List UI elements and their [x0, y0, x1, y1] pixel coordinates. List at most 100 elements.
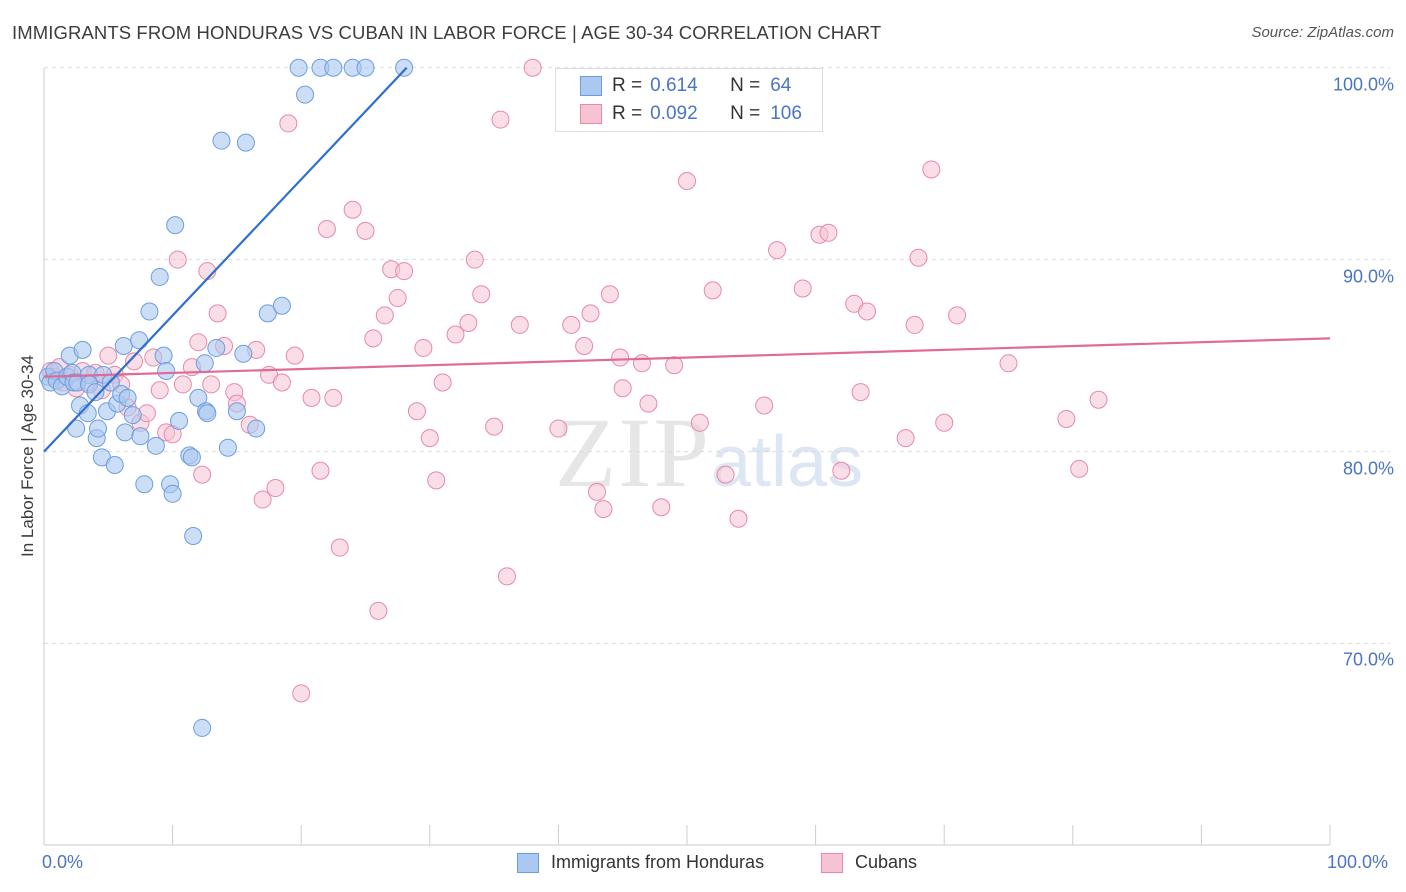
cubans-point-102 — [1057, 409, 1076, 428]
cubans-point-98 — [922, 160, 941, 179]
bottom-legend-swatch-blue — [517, 852, 539, 873]
cubans-point-91 — [832, 461, 851, 480]
cubans-point-73 — [594, 500, 613, 519]
honduras-point-46 — [193, 718, 212, 737]
cubans-point-66 — [510, 315, 529, 334]
legend-r-label: R = — [612, 103, 643, 124]
honduras-point-58 — [272, 296, 291, 315]
cubans-point-57 — [427, 471, 446, 490]
source-label: Source: ZipAtlas.com — [1251, 24, 1394, 41]
cubans-point-96 — [905, 315, 924, 334]
stats-legend: R = 0.614 N = 64 R = 0.092 N = 106 — [555, 68, 823, 132]
honduras-point-45 — [189, 388, 208, 407]
cubans-point-56 — [420, 429, 439, 448]
cubans-point-65 — [497, 567, 516, 586]
chart-title: IMMIGRANTS FROM HONDURAS VS CUBAN IN LAB… — [12, 22, 882, 43]
cubans-point-84 — [716, 465, 735, 484]
honduras-point-52 — [218, 438, 237, 457]
x-tick-label-min: 0.0% — [42, 852, 84, 872]
series-cubans — [41, 58, 1108, 703]
honduras-point-55 — [236, 133, 255, 152]
cubans-point-93 — [851, 383, 870, 402]
honduras-point-34 — [146, 436, 165, 455]
legend-r-label: R = — [612, 75, 643, 96]
legend-row-honduras: R = 0.614 N = 64 — [580, 74, 791, 98]
cubans-point-37 — [272, 373, 291, 392]
legend-swatch-blue — [580, 76, 602, 96]
honduras-point-29 — [123, 406, 142, 425]
honduras-point-60 — [296, 85, 315, 104]
cubans-point-82 — [690, 413, 709, 432]
cubans-point-104 — [1089, 390, 1108, 409]
cubans-point-86 — [755, 396, 774, 415]
cubans-point-77 — [632, 354, 651, 373]
bottom-legend-cubans[interactable]: Cubans — [821, 852, 917, 873]
cubans-point-27 — [202, 375, 221, 394]
cubans-point-59 — [446, 325, 465, 344]
cubans-point-47 — [356, 221, 375, 240]
cubans-point-62 — [472, 285, 491, 304]
honduras-point-50 — [207, 338, 226, 357]
cubans-point-24 — [189, 333, 208, 352]
cubans-point-39 — [285, 346, 304, 365]
x-tick-label-max: 100.0% — [1327, 852, 1389, 872]
cubans-point-55 — [414, 338, 433, 357]
cubans-point-41 — [302, 388, 321, 407]
cubans-point-72 — [587, 482, 606, 501]
watermark-zip: ZIP — [555, 397, 711, 508]
bottom-legend-swatch-pink — [821, 852, 843, 873]
cubans-point-40 — [292, 684, 311, 703]
honduras-point-27 — [116, 423, 135, 442]
cubans-point-48 — [364, 329, 383, 348]
honduras-point-12 — [73, 340, 92, 359]
cubans-point-64 — [491, 110, 510, 129]
series-honduras — [38, 58, 414, 737]
cubans-point-50 — [375, 306, 394, 325]
bottom-legend-label: Immigrants from Honduras — [551, 852, 765, 872]
cubans-point-10 — [99, 346, 118, 365]
legend-n-label: N = — [730, 75, 761, 96]
cubans-point-22 — [173, 375, 192, 394]
y-axis-label: In Labor Force | Age 30-34 — [18, 355, 37, 557]
cubans-point-46 — [343, 200, 362, 219]
cubans-point-97 — [909, 248, 928, 267]
cubans-point-90 — [819, 223, 838, 242]
honduras-point-31 — [131, 427, 150, 446]
legend-r-value: 0.614 — [650, 75, 698, 96]
cubans-point-68 — [549, 419, 568, 438]
y-tick-label-3: 70.0% — [1342, 649, 1394, 670]
honduras-point-16 — [86, 383, 105, 402]
cubans-trend-line — [43, 337, 1331, 378]
honduras-point-40 — [166, 216, 185, 235]
honduras-point-44 — [184, 527, 203, 546]
y-tick-label-0: 100.0% — [1332, 74, 1394, 95]
cubans-point-63 — [485, 417, 504, 436]
honduras-point-23 — [105, 456, 124, 475]
legend-n-value: 64 — [770, 75, 792, 96]
cubans-point-88 — [793, 279, 812, 298]
cubans-point-53 — [395, 262, 414, 281]
cubans-point-45 — [330, 538, 349, 557]
cubans-point-34 — [253, 490, 272, 509]
honduras-point-54 — [234, 344, 253, 363]
cubans-point-67 — [523, 58, 542, 77]
bottom-legend-label: Cubans — [855, 852, 918, 872]
honduras-point-32 — [135, 475, 154, 494]
cubans-point-58 — [433, 373, 452, 392]
honduras-point-41 — [170, 411, 189, 430]
y-tick-label-2: 80.0% — [1342, 458, 1394, 479]
honduras-point-49 — [198, 404, 217, 423]
cubans-point-38 — [279, 114, 298, 133]
cubans-point-69 — [562, 315, 581, 334]
grid-lines — [44, 67, 1390, 644]
bottom-legend-honduras[interactable]: Immigrants from Honduras — [517, 852, 764, 873]
honduras-point-47 — [195, 354, 214, 373]
cubans-point-85 — [729, 509, 748, 528]
honduras-point-65 — [395, 58, 414, 77]
cubans-point-44 — [324, 388, 343, 407]
cubans-point-54 — [407, 402, 426, 421]
cubans-point-52 — [388, 289, 407, 308]
honduras-point-64 — [356, 58, 375, 77]
legend-n-value: 106 — [770, 103, 802, 124]
honduras-point-39 — [163, 484, 182, 503]
